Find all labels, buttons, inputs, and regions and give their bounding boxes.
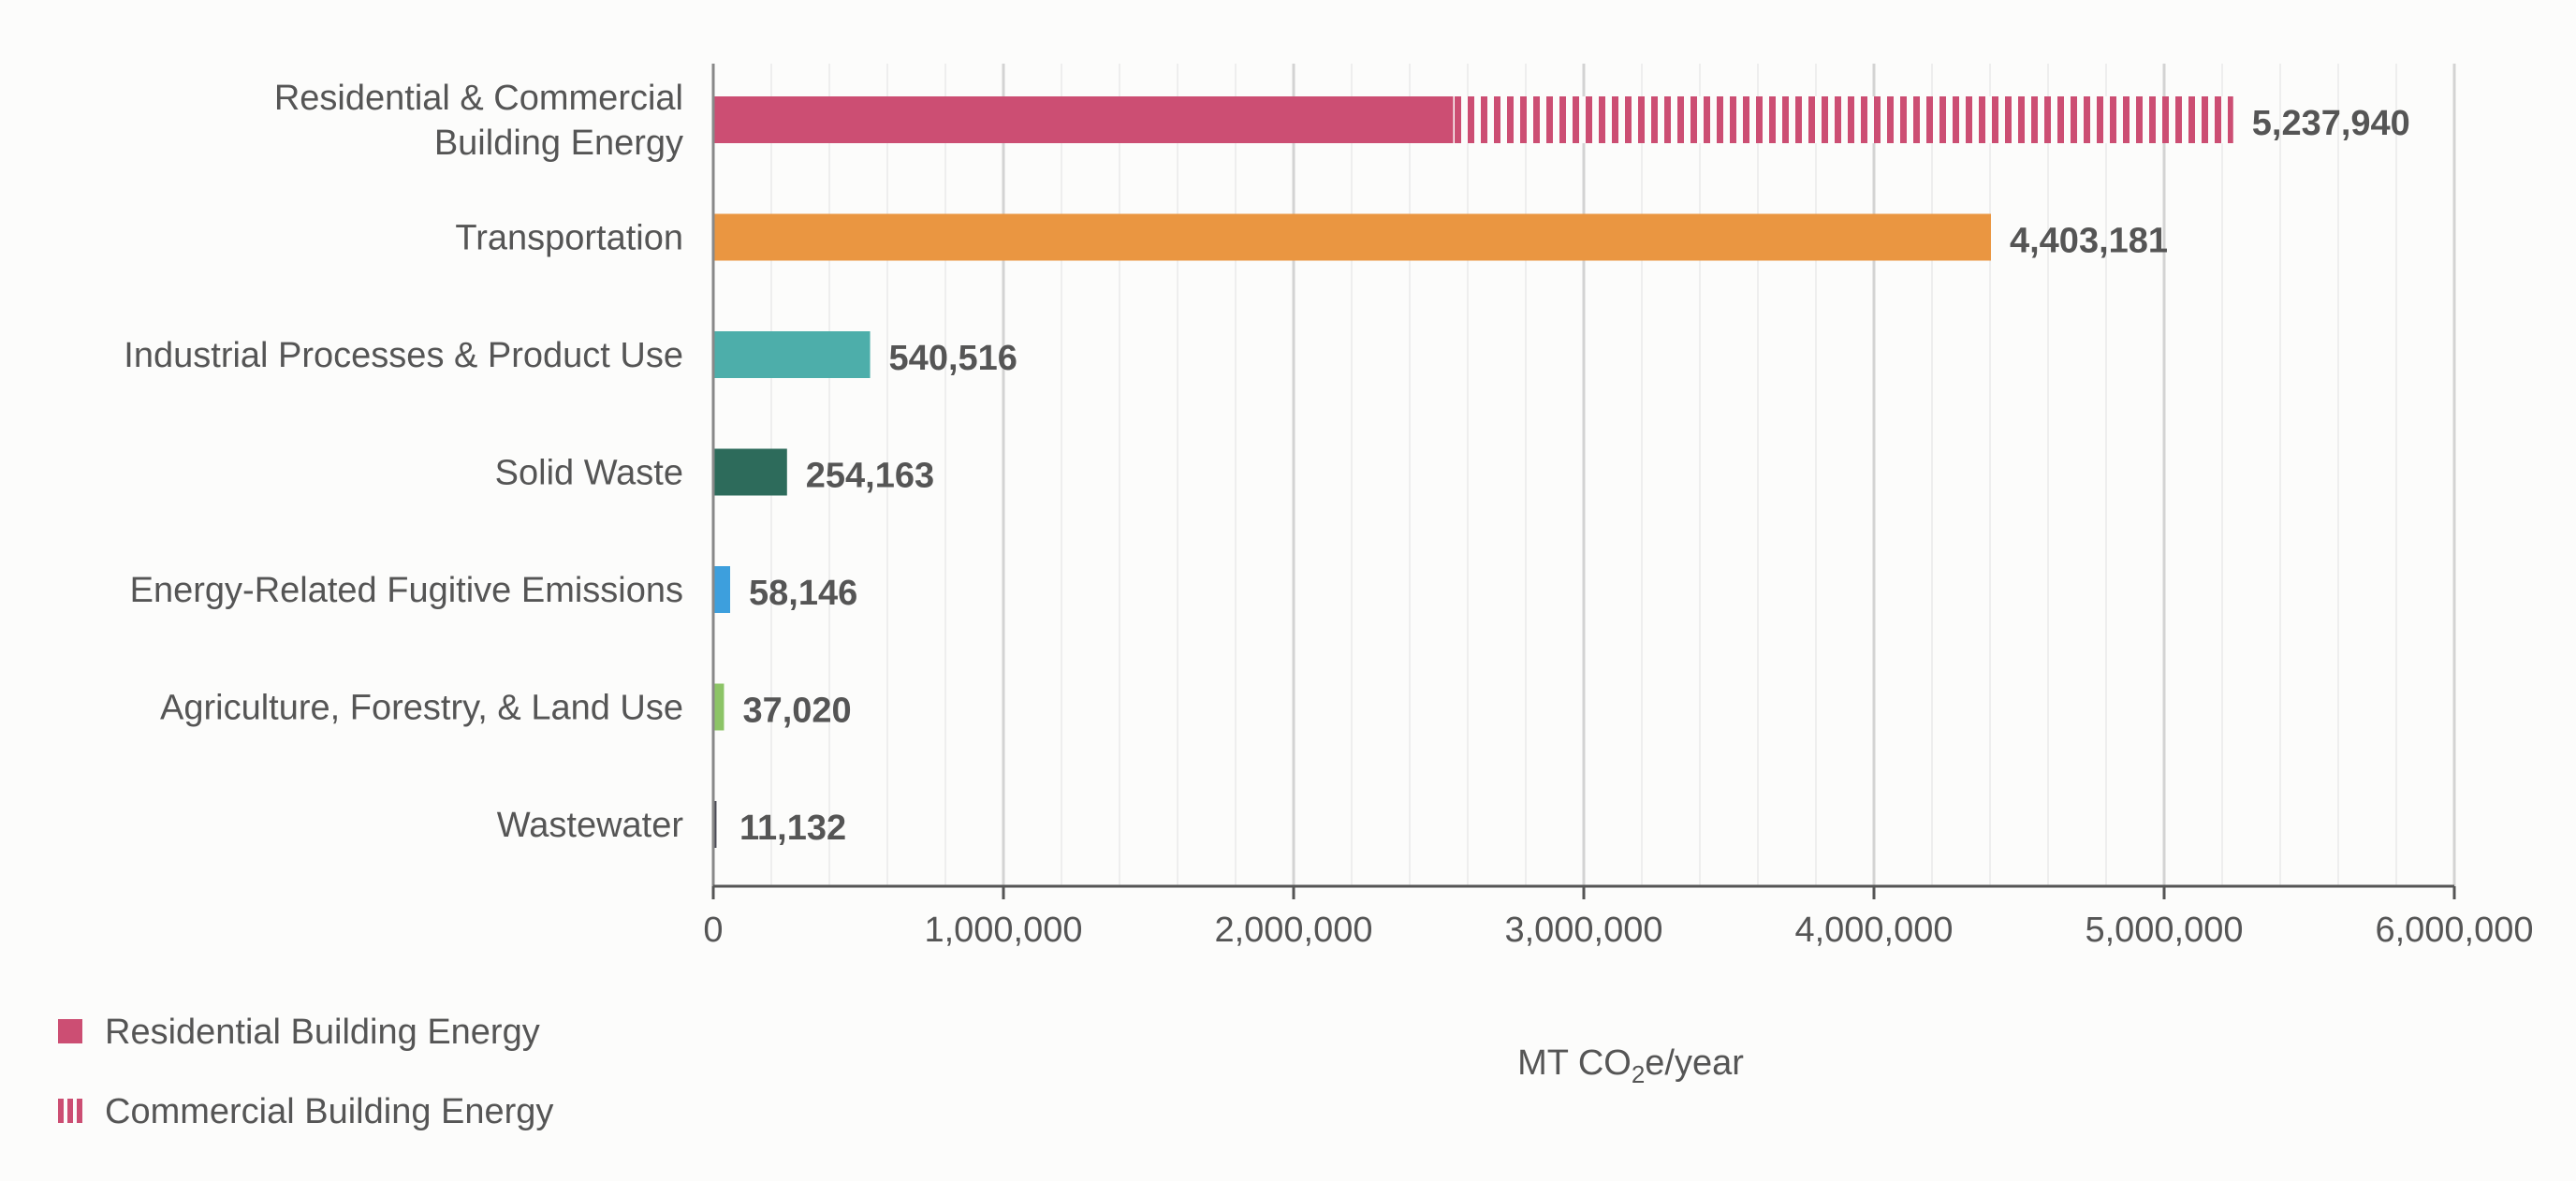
x-tick-label: 3,000,000	[1504, 911, 1662, 950]
category-label: Industrial Processes & Product Use	[124, 336, 683, 375]
category-label: Agriculture, Forestry, & Land Use	[160, 689, 683, 728]
bar	[713, 683, 724, 731]
category-label: Building Energy	[434, 124, 683, 163]
category-label: Energy-Related Fugitive Emissions	[130, 571, 683, 610]
value-label: 540,516	[889, 339, 1017, 378]
axes	[711, 64, 2456, 899]
legend-label: Residential Building Energy	[105, 1013, 540, 1052]
bar	[713, 566, 731, 613]
legend-swatch-stripe	[58, 1099, 64, 1123]
legend-label: Commercial Building Energy	[105, 1092, 553, 1131]
bar	[713, 448, 787, 496]
legend-item: Residential Building Energy	[58, 1013, 540, 1052]
x-tick-label: 1,000,000	[924, 911, 1082, 950]
value-label: 5,237,940	[2252, 104, 2410, 143]
grid-lines	[770, 64, 2456, 886]
value-label: 4,403,181	[2010, 222, 2168, 261]
bar	[713, 801, 717, 848]
legend: Residential Building Energy Commercial Bu…	[58, 1013, 553, 1131]
legend-swatch-stripe	[77, 1099, 82, 1123]
x-tick-label: 4,000,000	[1794, 911, 1953, 950]
value-labels: 5,237,940 4,403,181 540,516 254,163 58,146 37…	[739, 104, 2410, 848]
x-axis-title-sub: 2	[1632, 1060, 1645, 1088]
category-label: Residential & Commercial	[274, 79, 683, 118]
category-labels: Residential & Commercial Building Energy T…	[124, 79, 683, 845]
legend-item: Commercial Building Energy	[58, 1092, 553, 1131]
legend-swatch-stripe	[67, 1099, 73, 1123]
x-tick-label: 6,000,000	[2375, 911, 2533, 950]
x-tick-label: 0	[703, 911, 723, 950]
x-axis-title: MT CO2e/year	[1517, 1043, 1744, 1088]
bars	[713, 96, 2233, 848]
x-tick-label: 5,000,000	[2085, 911, 2243, 950]
value-label: 11,132	[739, 809, 846, 848]
bar	[713, 331, 871, 378]
category-label: Transportation	[455, 219, 683, 258]
bar	[713, 213, 1991, 261]
category-label: Wastewater	[497, 806, 684, 845]
bar-segment-residential	[713, 96, 1454, 143]
x-axis-title-suffix: e/year	[1645, 1043, 1744, 1083]
x-axis-title-prefix: MT CO	[1517, 1043, 1632, 1083]
value-label: 254,163	[806, 457, 934, 496]
value-label: 58,146	[749, 574, 857, 613]
bar-segment-commercial	[1453, 96, 2233, 143]
x-tick-labels: 0 1,000,000 2,000,000 3,000,000 4,000,000 5,0…	[703, 911, 2533, 950]
category-label: Solid Waste	[495, 454, 683, 493]
legend-swatch-solid	[58, 1019, 82, 1043]
x-tick-label: 2,000,000	[1214, 911, 1372, 950]
value-label: 37,020	[742, 692, 851, 731]
